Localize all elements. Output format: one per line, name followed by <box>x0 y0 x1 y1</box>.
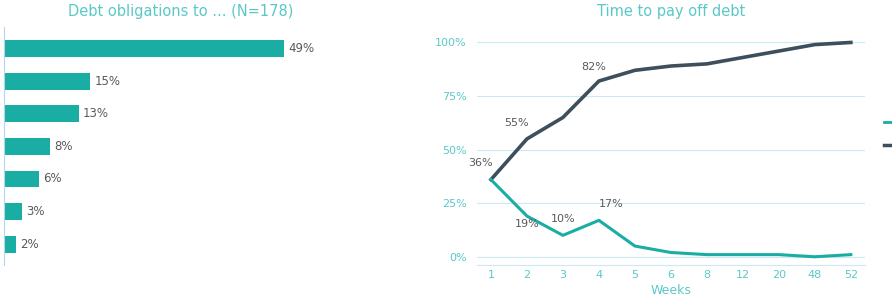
X-axis label: Weeks: Weeks <box>650 284 691 297</box>
Legend: %, Cumul %: %, Cumul % <box>880 112 892 157</box>
Text: 36%: 36% <box>467 158 492 168</box>
Bar <box>4 236 16 253</box>
Bar <box>4 40 284 57</box>
Text: 13%: 13% <box>83 107 109 120</box>
Text: 6%: 6% <box>43 173 62 185</box>
Bar <box>4 170 38 188</box>
Text: 10%: 10% <box>550 214 575 224</box>
Text: 55%: 55% <box>504 118 528 128</box>
Bar <box>4 138 50 155</box>
Text: 17%: 17% <box>599 199 624 209</box>
Bar <box>4 203 21 220</box>
Text: 19%: 19% <box>515 219 540 229</box>
Bar <box>4 105 78 122</box>
Text: 82%: 82% <box>581 63 606 73</box>
Text: 8%: 8% <box>54 140 73 153</box>
Bar <box>4 73 90 90</box>
Text: 49%: 49% <box>288 42 314 55</box>
Title: Time to pay off debt: Time to pay off debt <box>597 4 745 19</box>
Title: Debt obligations to ... (N=178): Debt obligations to ... (N=178) <box>69 4 293 19</box>
Text: 15%: 15% <box>95 75 120 88</box>
Text: 3%: 3% <box>26 205 45 218</box>
Text: 2%: 2% <box>21 238 39 251</box>
